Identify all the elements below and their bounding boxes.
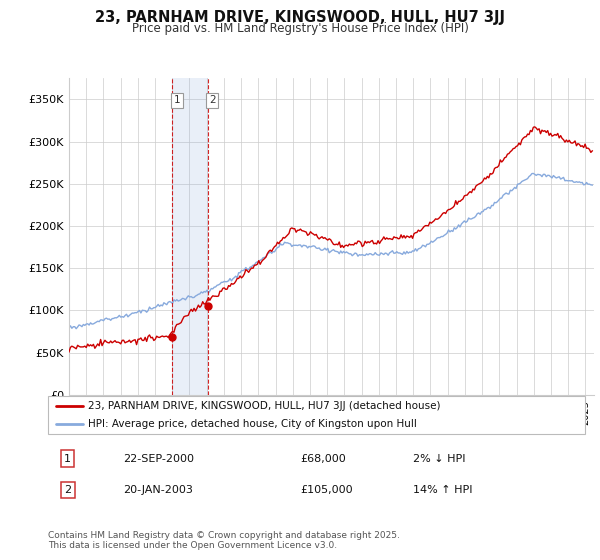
Text: 14% ↑ HPI: 14% ↑ HPI — [413, 485, 473, 495]
Text: 2: 2 — [209, 95, 215, 105]
Text: 1: 1 — [173, 95, 180, 105]
Text: HPI: Average price, detached house, City of Kingston upon Hull: HPI: Average price, detached house, City… — [88, 419, 417, 429]
Text: Contains HM Land Registry data © Crown copyright and database right 2025.
This d: Contains HM Land Registry data © Crown c… — [48, 531, 400, 550]
Text: 2% ↓ HPI: 2% ↓ HPI — [413, 454, 466, 464]
Text: £105,000: £105,000 — [301, 485, 353, 495]
Text: 22-SEP-2000: 22-SEP-2000 — [123, 454, 194, 464]
Text: 20-JAN-2003: 20-JAN-2003 — [123, 485, 193, 495]
Text: 2: 2 — [64, 485, 71, 495]
Text: 1: 1 — [64, 454, 71, 464]
Text: Price paid vs. HM Land Registry's House Price Index (HPI): Price paid vs. HM Land Registry's House … — [131, 22, 469, 35]
Bar — [172, 78, 208, 395]
FancyBboxPatch shape — [48, 396, 585, 434]
Text: 23, PARNHAM DRIVE, KINGSWOOD, HULL, HU7 3JJ (detached house): 23, PARNHAM DRIVE, KINGSWOOD, HULL, HU7 … — [88, 401, 441, 411]
Text: 23, PARNHAM DRIVE, KINGSWOOD, HULL, HU7 3JJ: 23, PARNHAM DRIVE, KINGSWOOD, HULL, HU7 … — [95, 10, 505, 25]
Text: £68,000: £68,000 — [301, 454, 346, 464]
